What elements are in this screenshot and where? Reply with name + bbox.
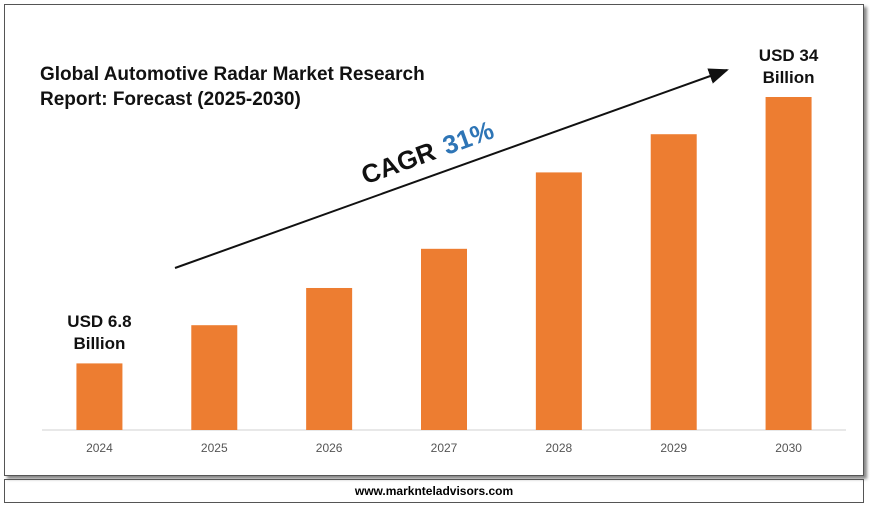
cagr-label: CAGR [357,136,439,190]
value-label: USD 34 Billion [758,46,819,87]
bar [650,134,697,430]
source: www.marknteladvisors.com [4,479,864,503]
chart: CAGR 31% 2024 2025 2026 2027 2028 2029 2030 [42,68,846,455]
chart-title: Global Automotive Radar Market Research … [40,64,425,110]
bar [765,97,812,430]
bar [191,325,238,430]
x-tick-label: 2025 [201,441,228,455]
bar [76,363,123,430]
x-tick-label: 2030 [775,441,802,455]
x-tick-label: 2029 [660,441,687,455]
cagr: CAGR 31% [357,115,498,191]
bar [421,248,467,430]
trend-arrow [174,68,729,269]
cagr-value: 31% [439,115,498,161]
x-tick-label: 2027 [431,441,458,455]
x-tick-label: 2028 [546,441,573,455]
bar [535,172,582,430]
value-label: USD 6.8 Billion [67,312,132,354]
x-tick-label: 2026 [316,441,343,455]
bar [306,287,353,430]
x-tick-label: 2024 [86,441,113,455]
